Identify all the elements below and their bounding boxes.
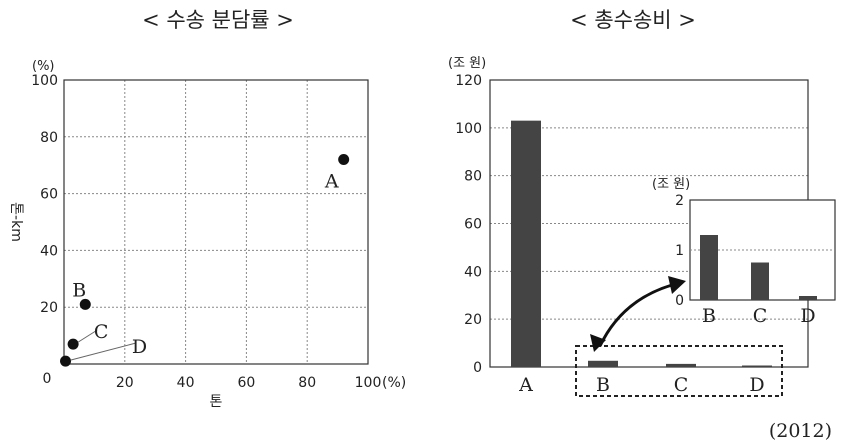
bar-a	[511, 120, 541, 368]
scatter-point-label-d: D	[132, 336, 147, 358]
scatter-x-tick-label: 80	[298, 375, 316, 391]
bar-y-tick-label: 80	[464, 169, 482, 185]
zoom-arrow-head-end	[668, 276, 686, 294]
scatter-y-axis-label: 톤-km	[8, 202, 24, 242]
bar-y-tick-label: 0	[473, 360, 482, 376]
scatter-point-d	[60, 355, 72, 367]
scatter-x-tick-label: 60	[237, 375, 255, 391]
scatter-point-b	[79, 298, 91, 310]
bar-c	[666, 363, 696, 367]
zoom-arrow	[598, 283, 673, 347]
scatter-x-tick-label: 100	[355, 375, 382, 391]
inset-category-label-b: B	[702, 305, 716, 327]
inset-bar-c	[751, 262, 769, 300]
scatter-point-label-b: B	[72, 279, 86, 301]
scatter-point-a	[338, 154, 350, 166]
scatter-y-tick-label: 100	[31, 73, 58, 89]
bar-chart-title: < 총수송비 >	[570, 8, 696, 32]
scatter-point-label-a: A	[324, 171, 339, 193]
scatter-y-tick-label: 20	[40, 300, 58, 316]
scatter-x-tick-label: 40	[177, 375, 195, 391]
scatter-title: < 수송 분담률 >	[142, 8, 294, 32]
inset-bar-d	[799, 296, 817, 300]
bar-y-tick-label: 60	[464, 217, 482, 233]
scatter-x-axis-label: 톤	[210, 394, 223, 410]
bar-category-label-b: B	[596, 374, 610, 396]
bar-category-label-a: A	[518, 374, 533, 396]
bar-category-label-c: C	[674, 374, 689, 396]
inset-category-label-c: C	[753, 305, 768, 327]
bar-y-tick-label: 20	[464, 312, 482, 328]
scatter-x-tick-label: 20	[116, 375, 134, 391]
bar-y-tick-label: 40	[464, 264, 482, 280]
scatter-y-unit: (%)	[32, 59, 55, 74]
inset-y-tick-label: 1	[675, 243, 684, 259]
inset-bar-b	[700, 235, 718, 300]
scatter-y-tick-label: 80	[40, 130, 58, 146]
bar-y-unit: (조 원)	[448, 56, 486, 71]
scatter-point-label-c: C	[94, 321, 109, 343]
inset-y-tick-label: 2	[675, 193, 684, 209]
scatter-leader-line-d	[70, 342, 136, 361]
bar-chart-inset: 0 1 2(조 원) B C D	[590, 177, 836, 352]
scatter-y-tick-label: 40	[40, 243, 58, 259]
year-footnote: (2012)	[769, 420, 832, 442]
scatter-frame	[63, 79, 369, 365]
bar-b	[588, 360, 618, 367]
bar-d	[742, 365, 772, 367]
inset-y-tick-label: 0	[675, 293, 684, 309]
bar-category-label-d: D	[749, 374, 764, 396]
inset-category-label-d: D	[800, 305, 815, 327]
scatter-x-unit: (%)	[382, 375, 406, 391]
scatter-origin-label: 0	[43, 371, 52, 387]
scatter-y-tick-label: 60	[40, 187, 58, 203]
scatter-leader-line-c	[77, 329, 98, 343]
zoom-arrow-head-start	[590, 334, 606, 352]
inset-y-unit: (조 원)	[652, 177, 690, 192]
bar-y-tick-label: 120	[455, 73, 482, 89]
scatter-point-c	[67, 338, 79, 350]
zoom-highlight-box	[575, 345, 783, 397]
bar-y-tick-label: 100	[455, 121, 482, 137]
